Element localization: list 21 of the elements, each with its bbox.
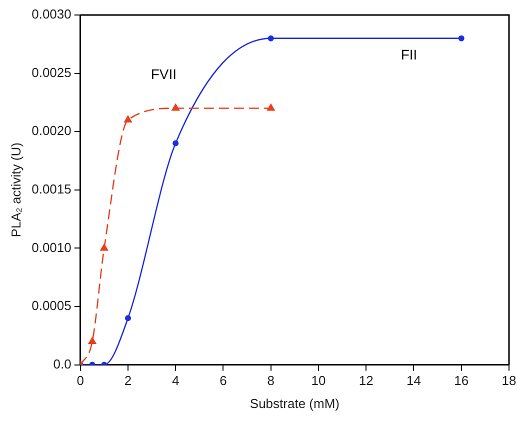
x-tick-label: 18 (502, 373, 516, 388)
x-tick-label: 16 (454, 373, 469, 388)
y-axis-title: PLA₂ activity (U) (8, 142, 24, 238)
y-tick-label: 0.0 (53, 356, 72, 372)
y-tick-label: 0.0005 (32, 298, 72, 314)
x-tick-label: 8 (267, 373, 274, 388)
series-label: FVII (150, 66, 177, 82)
x-tick-label: 2 (124, 373, 132, 388)
y-tick-label: 0.0025 (32, 64, 72, 80)
y-tick-label: 0.0010 (32, 240, 72, 255)
y-tick-label: 0.0020 (32, 123, 72, 138)
x-tick-label: 14 (406, 373, 421, 388)
x-tick-label: 12 (358, 373, 374, 388)
y-tick-label: 0.0030 (32, 6, 72, 22)
y-tick-label: 0.0015 (32, 181, 72, 196)
x-tick-label: 6 (220, 373, 227, 388)
x-tick-label: 4 (172, 373, 180, 388)
x-axis-title: Substrate (mM) (250, 396, 340, 411)
x-tick-label: 10 (311, 373, 326, 388)
series-label: FII (400, 46, 418, 62)
x-tick-label: 0 (76, 373, 84, 388)
